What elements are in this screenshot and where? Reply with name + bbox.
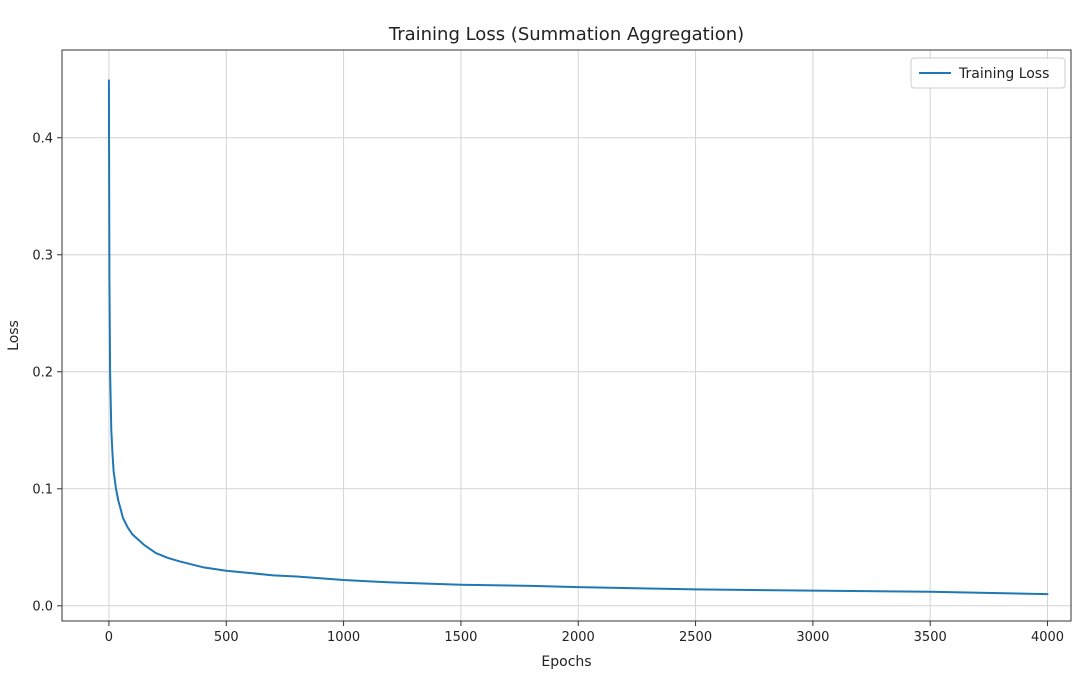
x-tick-label: 500 [214,630,239,645]
x-tick-label: 2000 [562,630,595,645]
y-tick-label: 0.4 [32,131,53,146]
legend: Training Loss [910,57,1066,89]
series-layer [107,79,1049,596]
y-tick-label: 0.0 [32,599,53,614]
x-tick-label: 2500 [679,630,712,645]
plot-frame [61,49,1072,622]
x-tick-label: 3500 [914,630,947,645]
y-tick-label: 0.1 [32,482,53,497]
axis-ticks: 0 500 1000 1500 2000 2500 3000 3500 4000 0.0 0.1 0.… [32,131,1064,645]
y-tick-label: 0.3 [32,248,53,263]
y-axis-label: Loss [6,320,22,351]
x-tick-label: 3000 [796,630,829,645]
y-tick-label: 0.2 [32,365,53,380]
x-tick-label: 4000 [1031,630,1064,645]
x-tick-label: 1500 [444,630,477,645]
x-axis-label: Epochs [541,654,591,670]
grid-lines [62,50,1071,621]
chart-title: Training Loss (Summation Aggregation) [388,24,744,45]
x-tick-label: 1000 [327,630,360,645]
series-line-training-loss [107,79,1049,596]
x-tick-label: 0 [105,630,113,645]
legend-label: Training Loss [958,66,1049,82]
legend-box [910,57,1066,89]
